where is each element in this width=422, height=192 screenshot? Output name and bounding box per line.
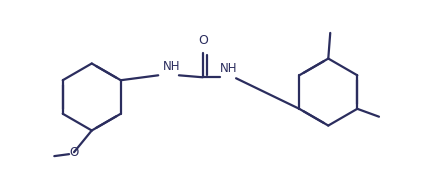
Text: O: O [69,146,78,159]
Text: NH: NH [163,60,181,73]
Text: NH: NH [220,62,238,75]
Text: O: O [199,34,208,47]
